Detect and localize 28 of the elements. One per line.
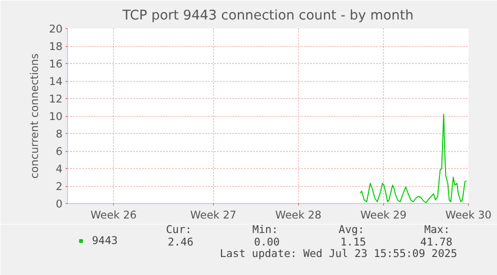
x-tick-label: Week 29 — [360, 208, 407, 222]
x-tick-label: Week 30 — [445, 208, 492, 222]
text: 41.78 — [420, 236, 452, 248]
text: 1.15 — [340, 236, 366, 248]
y-tick-label: 6 — [56, 145, 63, 158]
x-tick-label: Week 26 — [90, 208, 137, 222]
y-tick-label: 18 — [48, 40, 63, 53]
y-axis-title: concurrent connections — [28, 52, 41, 179]
y-tick-label: 4 — [56, 162, 63, 176]
text: Max: — [424, 223, 450, 236]
text: 2.46 — [168, 236, 194, 248]
y-tick-label: 12 — [48, 92, 63, 106]
legend-label: 9443 — [92, 234, 118, 247]
y-tick-label: 14 — [48, 75, 63, 88]
y-tick-label: 20 — [48, 22, 63, 36]
x-tick-label: Week 27 — [190, 208, 236, 222]
text: 0.00 — [254, 236, 280, 248]
chart-title: TCP port 9443 connection count - by month — [121, 8, 414, 24]
text: Avg: — [338, 223, 364, 236]
y-tick-label: 0 — [56, 198, 63, 210]
text: Cur: — [166, 223, 192, 236]
y-tick-label: 2 — [56, 180, 62, 193]
text: Last update: Wed Jul 23 15:55:09 2025 — [220, 247, 458, 260]
text: Min: — [252, 223, 278, 236]
y-tick-label: 16 — [48, 58, 63, 70]
y-tick-label: 10 — [48, 110, 63, 123]
y-tick-label: 8 — [56, 128, 63, 140]
x-tick-label: Week 28 — [275, 208, 322, 222]
